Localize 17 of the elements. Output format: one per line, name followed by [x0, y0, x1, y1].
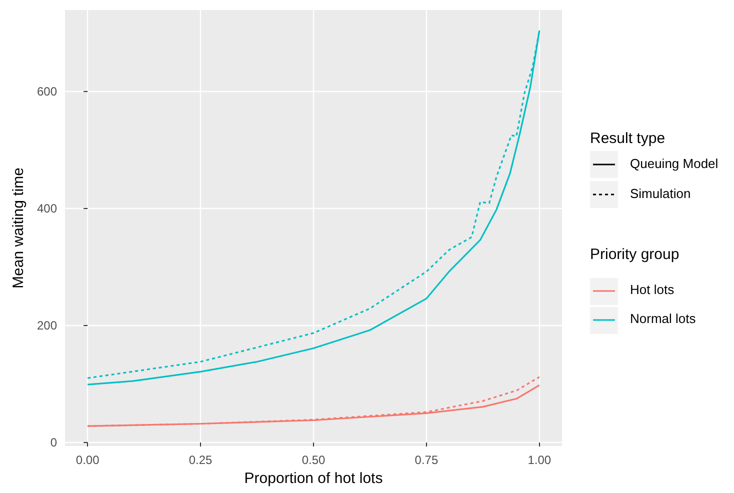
y-tick-label: 0 — [50, 435, 58, 450]
x-tick-label: 0.75 — [414, 453, 438, 467]
text: Result type — [590, 130, 666, 147]
x-tick-label: 1.00 — [528, 453, 552, 467]
legend-title: Priority group — [590, 246, 680, 263]
y-axis-title: Mean waiting time — [10, 168, 28, 288]
legend-label: Normal lots — [630, 311, 696, 326]
x-tick-label: 0.25 — [188, 453, 213, 467]
y-tick-label: 200 — [36, 318, 58, 332]
x-axis-title: Proportion of hot lots — [244, 470, 383, 487]
text: Simulation — [630, 186, 691, 201]
x-tick-label: 0.50 — [302, 453, 326, 467]
x-tick-label: 0.00 — [76, 453, 100, 467]
y-tick-label: 400 — [36, 201, 58, 216]
legend-label: Hot lots — [630, 282, 675, 297]
y-tick-label: 600 — [36, 84, 58, 98]
text: Queuing Model — [630, 156, 718, 171]
